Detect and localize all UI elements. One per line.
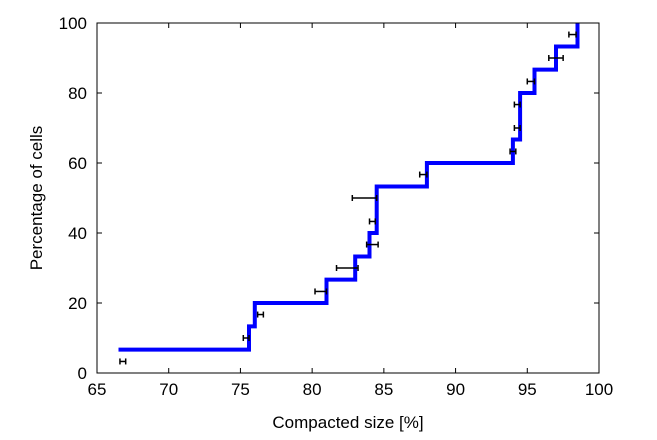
x-tick-label: 85 xyxy=(374,380,393,399)
y-tick-label: 60 xyxy=(68,154,87,173)
x-tick-label: 100 xyxy=(585,380,613,399)
error-bar xyxy=(548,55,564,61)
error-bar xyxy=(335,265,359,271)
y-tick-label: 0 xyxy=(78,364,87,383)
series-layer xyxy=(118,23,580,352)
error-bar xyxy=(256,311,265,318)
error-bar xyxy=(513,125,521,131)
error-bar xyxy=(314,288,328,295)
x-tick-label: 70 xyxy=(159,380,178,399)
y-tick-label: 20 xyxy=(68,294,87,313)
error-bar xyxy=(368,218,377,225)
x-tick-label: 90 xyxy=(446,380,465,399)
error-bar xyxy=(351,195,378,201)
x-tick-label: 80 xyxy=(303,380,322,399)
error-bar xyxy=(242,335,250,341)
error-bar xyxy=(509,148,517,155)
y-tick-label: 40 xyxy=(68,224,87,243)
error-bar xyxy=(418,171,428,178)
error-bar xyxy=(568,31,577,38)
plot-area-frame xyxy=(96,22,600,374)
errorbar-layer xyxy=(119,31,577,365)
x-tick-label: 75 xyxy=(231,380,250,399)
error-bar xyxy=(119,358,127,365)
x-axis-label: Compacted size [%] xyxy=(272,413,423,432)
error-bar xyxy=(513,101,521,108)
tick-layer: 65 70 75 80 85 90 95 100 0 20 40 60 80 100 xyxy=(59,14,614,399)
x-tick-label: 65 xyxy=(88,380,107,399)
series-line-0 xyxy=(118,23,580,352)
error-bar xyxy=(526,78,536,85)
x-tick-label: 95 xyxy=(518,380,537,399)
y-tick-label: 100 xyxy=(59,14,87,33)
error-bar xyxy=(365,241,379,248)
y-axis-label: Percentage of cells xyxy=(27,126,46,271)
y-tick-label: 80 xyxy=(68,84,87,103)
